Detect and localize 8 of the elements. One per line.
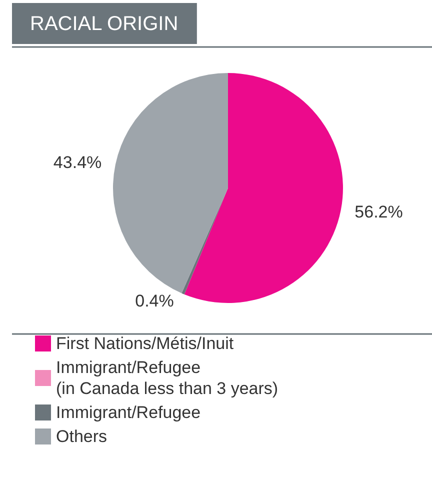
legend-label: Immigrant/Refugee	[56, 403, 201, 422]
chart-title: RACIAL ORIGIN	[30, 13, 178, 35]
legend-label: Others	[56, 427, 108, 446]
legend-label: First Nations/Métis/Inuit	[56, 334, 234, 353]
data-label: 0.4%	[135, 292, 174, 311]
data-label: 56.2%	[354, 202, 403, 222]
data-label: 43.4%	[53, 153, 102, 172]
legend-label: Immigrant/Refugee (in Canada less than 3 years)	[56, 358, 278, 398]
